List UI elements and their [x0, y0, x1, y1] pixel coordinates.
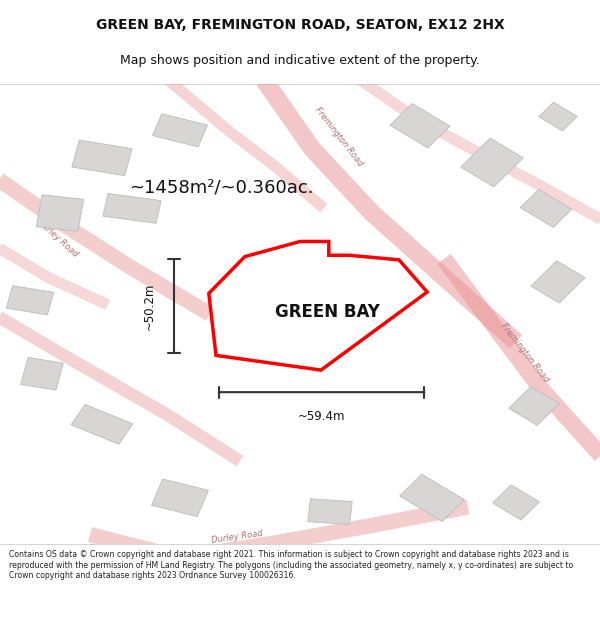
Polygon shape [103, 194, 161, 223]
Polygon shape [7, 286, 53, 315]
Polygon shape [209, 241, 427, 370]
Polygon shape [531, 261, 585, 303]
Polygon shape [152, 114, 208, 147]
Text: ~59.4m: ~59.4m [298, 409, 346, 422]
Text: GREEN BAY, FREMINGTON ROAD, SEATON, EX12 2HX: GREEN BAY, FREMINGTON ROAD, SEATON, EX12… [95, 18, 505, 32]
Polygon shape [20, 357, 64, 390]
Text: Fremington Road: Fremington Road [313, 106, 365, 169]
Polygon shape [72, 140, 132, 176]
Text: GREEN BAY: GREEN BAY [275, 302, 379, 321]
Polygon shape [390, 104, 450, 148]
Text: ~1458m²/~0.360ac.: ~1458m²/~0.360ac. [129, 179, 314, 197]
Polygon shape [255, 298, 291, 335]
Text: ~50.2m: ~50.2m [142, 282, 155, 330]
Polygon shape [308, 499, 352, 524]
Polygon shape [493, 485, 539, 520]
Text: Fremington Road: Fremington Road [499, 322, 551, 384]
Polygon shape [71, 404, 133, 444]
Polygon shape [36, 195, 84, 231]
Polygon shape [461, 138, 523, 187]
Polygon shape [400, 474, 464, 521]
Polygon shape [509, 387, 559, 425]
Text: Durley Road: Durley Road [211, 529, 263, 545]
Text: Durley Road: Durley Road [35, 217, 79, 259]
Text: Map shows position and indicative extent of the property.: Map shows position and indicative extent… [120, 54, 480, 68]
Text: Contains OS data © Crown copyright and database right 2021. This information is : Contains OS data © Crown copyright and d… [9, 550, 573, 580]
Polygon shape [539, 102, 577, 131]
Polygon shape [152, 479, 208, 517]
Polygon shape [520, 189, 572, 228]
